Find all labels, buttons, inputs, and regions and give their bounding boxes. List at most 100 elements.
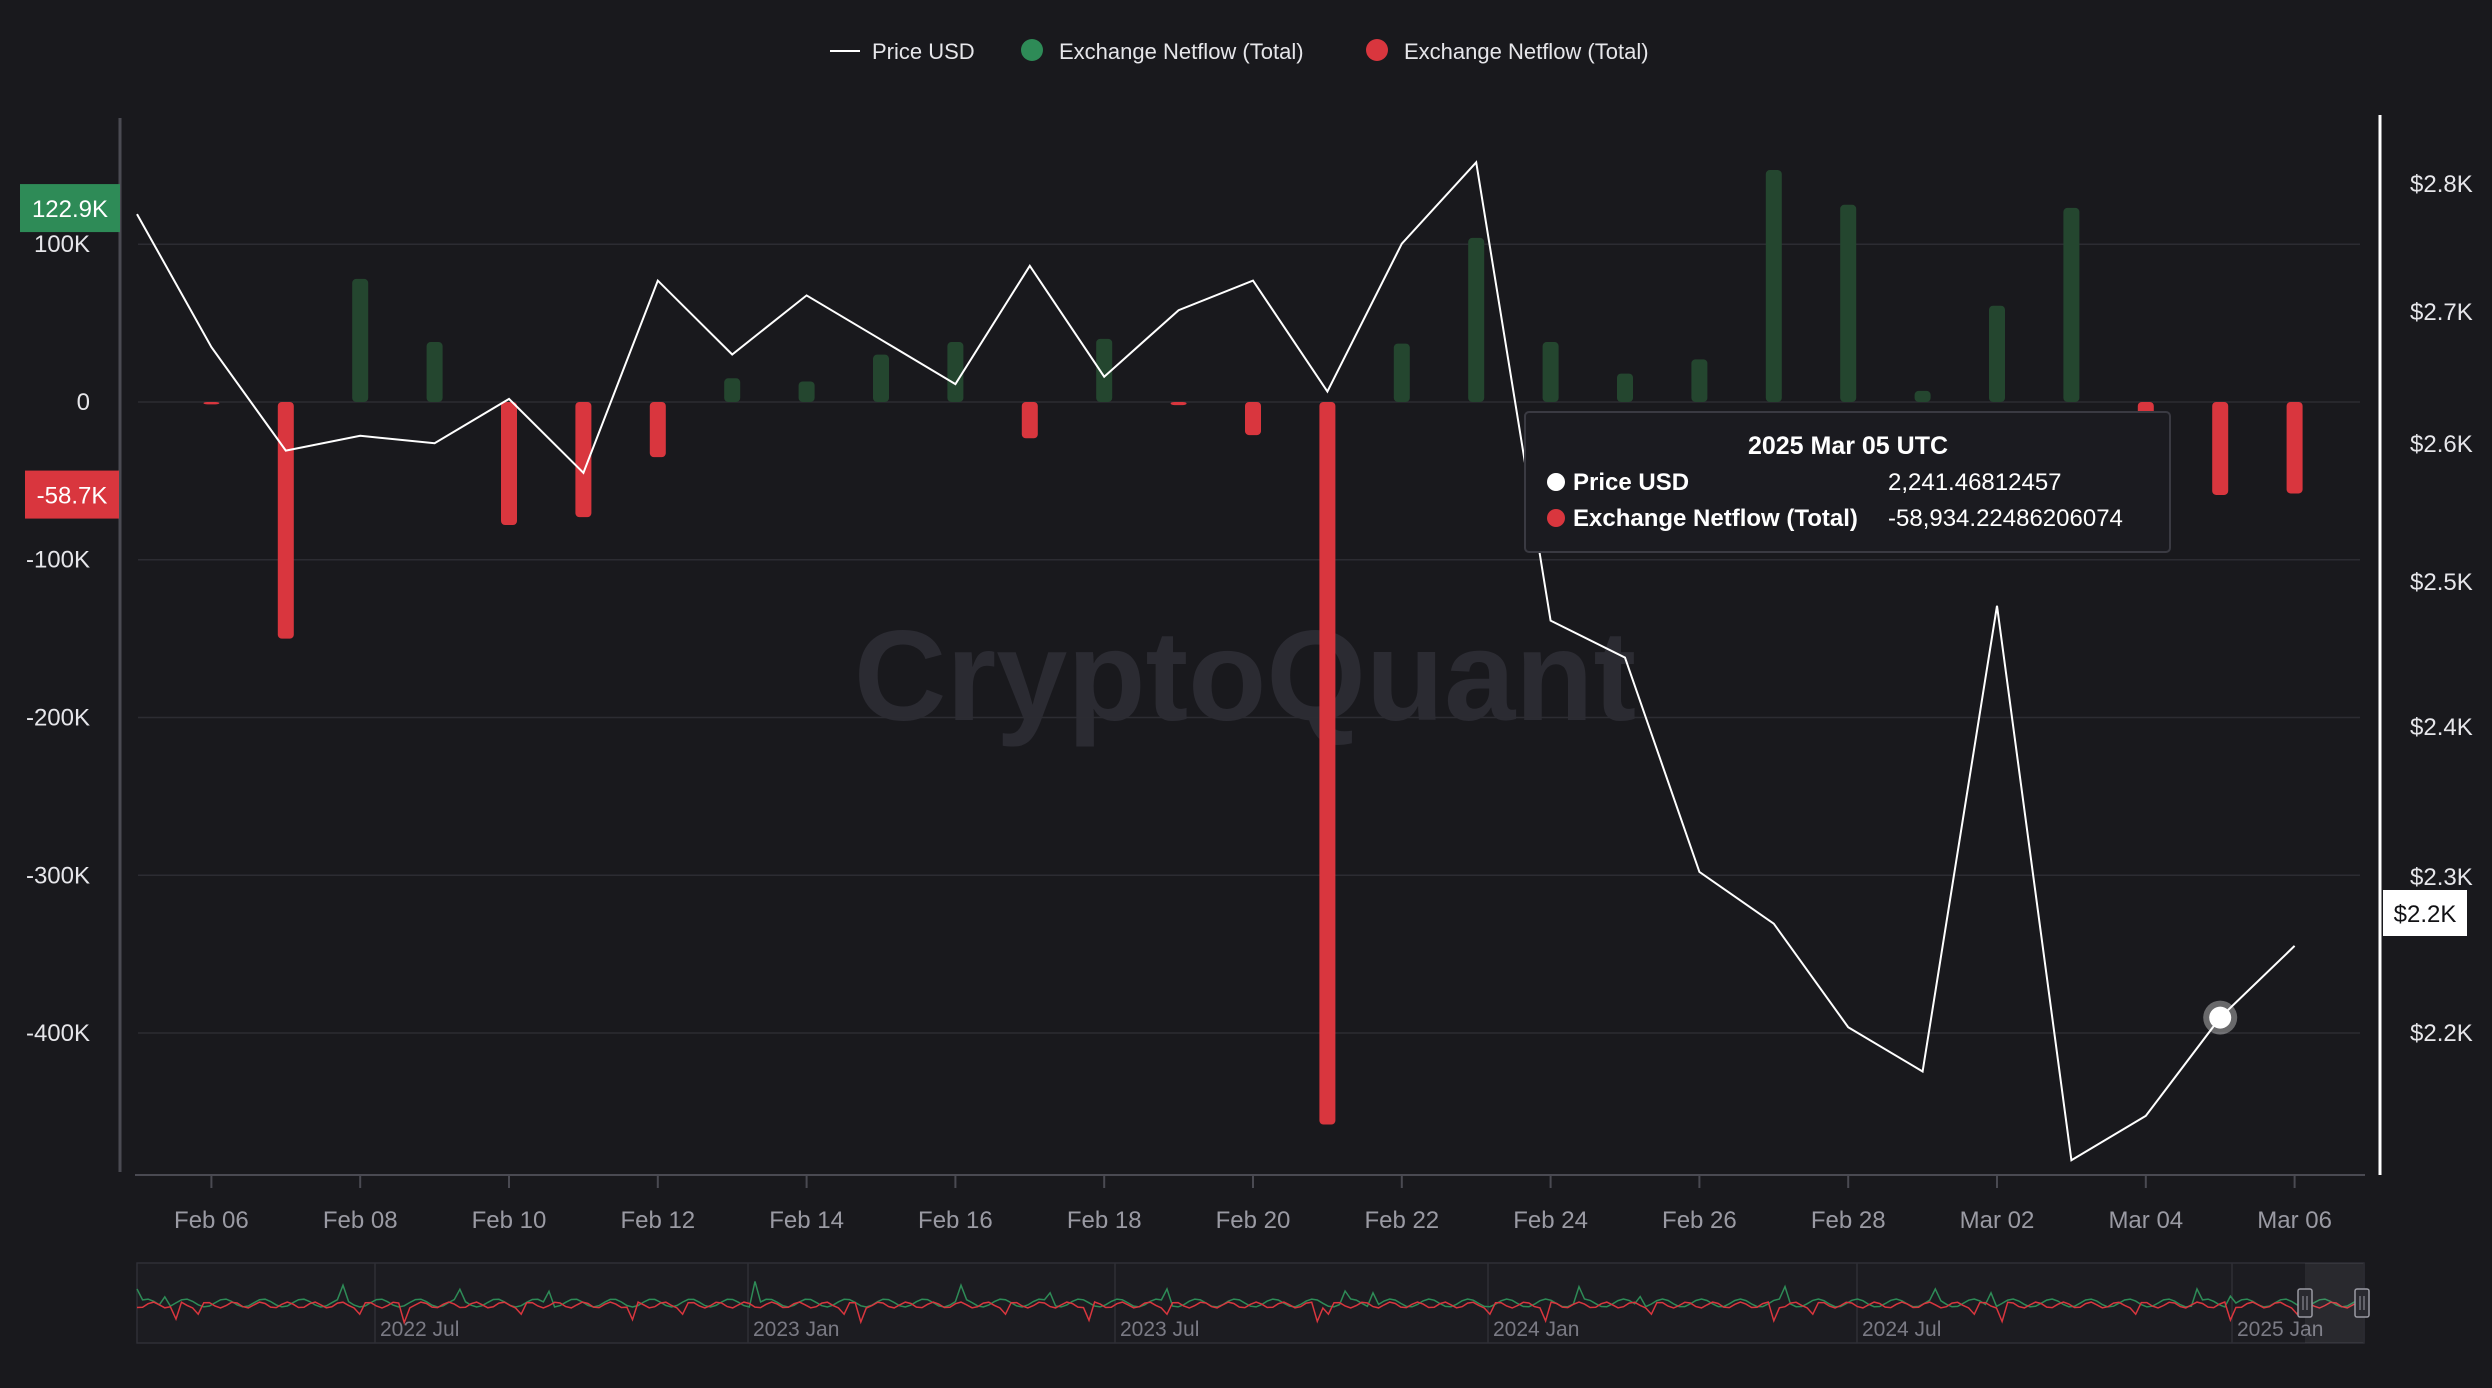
- x-tick-label: Feb 28: [1811, 1207, 1886, 1234]
- price-line: [136, 160, 2296, 1162]
- navigator-label: 2023 Jul: [1120, 1318, 1199, 1341]
- right-tick-label: $2.8K: [2410, 171, 2473, 198]
- right-tick-label: $2.4K: [2410, 714, 2473, 741]
- tooltip: 2025 Mar 05 UTC Price USD 2,241.46812457 Ex…: [1524, 411, 2238, 1035]
- x-tick-label: Feb 26: [1662, 1207, 1737, 1234]
- netflow-bar: [1840, 204, 1857, 402]
- netflow-bar: [1021, 401, 1038, 439]
- netflow-bar: [575, 401, 592, 518]
- netflow-bar: [277, 401, 294, 639]
- netflow-bar: [2286, 401, 2303, 494]
- right-y-axis: $2.8K $2.7K $2.6K $2.5K $2.4K $2.3K $2.2K $2.2K: [2383, 171, 2473, 1047]
- left-highlight-badge-1: -58.7K: [25, 470, 119, 519]
- x-tick-label: Feb 14: [769, 1207, 844, 1234]
- netflow-bar: [1691, 359, 1708, 402]
- netflow-bar: [1617, 373, 1633, 402]
- netflow-bar: [1542, 342, 1559, 402]
- tooltip-row-dot: [1547, 473, 1565, 491]
- netflow-bar: [724, 378, 741, 402]
- netflow-bar: [501, 401, 517, 526]
- x-tick-label: Feb 10: [472, 1207, 547, 1234]
- legend-item-1[interactable]: Exchange Netflow (Total): [1021, 39, 1304, 64]
- current-badge-label: $2.2K: [2394, 901, 2457, 928]
- netflow-bar: [426, 342, 443, 402]
- x-tick-label: Feb 12: [620, 1207, 695, 1234]
- right-tick-label: $2.5K: [2410, 569, 2473, 596]
- navigator-label: 2024 Jan: [1493, 1318, 1579, 1341]
- netflow-bars: [203, 170, 2303, 1125]
- badge-bg: [25, 470, 119, 519]
- netflow-bar: [2212, 401, 2229, 495]
- x-tick-label: Feb 18: [1067, 1207, 1142, 1234]
- x-tick-label: Mar 04: [2108, 1207, 2183, 1234]
- netflow-bar: [1468, 237, 1485, 402]
- tooltip-box: 2025 Mar 05 UTC Price USD 2,241.46812457 Ex…: [1524, 411, 2171, 553]
- navigator-left-handle[interactable]: [2297, 1288, 2313, 1318]
- x-tick-label: Mar 06: [2257, 1207, 2332, 1234]
- netflow-bar: [798, 381, 815, 402]
- navigator-label: 2022 Jul: [380, 1318, 459, 1341]
- tooltip-row-label: Exchange Netflow (Total): [1573, 505, 1858, 532]
- netflow-bar: [2063, 207, 2080, 402]
- netflow-bar: [352, 278, 369, 402]
- netflow-bar: [203, 401, 220, 405]
- navigator-red-series: [136, 1301, 2365, 1325]
- navigator-right-handle[interactable]: [2354, 1288, 2370, 1318]
- tooltip-row-value: 2,241.46812457: [1888, 469, 2062, 496]
- navigator-label: 2025 Jan: [2237, 1318, 2323, 1341]
- badge-label: 122.9K: [32, 196, 108, 223]
- legend[interactable]: Price USD Exchange Netflow (Total) Exchang…: [830, 39, 1649, 64]
- right-tick-label: $2.6K: [2410, 431, 2473, 458]
- legend-item-0[interactable]: Price USD: [830, 39, 975, 64]
- netflow-bar: [947, 342, 964, 402]
- left-tick-label: -400K: [26, 1020, 90, 1047]
- x-tick-label: Feb 20: [1216, 1207, 1291, 1234]
- x-tick-label: Feb 24: [1513, 1207, 1588, 1234]
- range-navigator[interactable]: 2022 Jul 2023 Jan 2023 Jul 2024 Jan 2024 Jul…: [136, 1262, 2370, 1344]
- tooltip-row-dot: [1547, 509, 1565, 527]
- left-highlight-badge-0: 122.9K: [20, 184, 120, 233]
- x-tick-label: Feb 08: [323, 1207, 398, 1234]
- netflow-bar: [1989, 305, 2005, 402]
- legend-label: Exchange Netflow (Total): [1404, 39, 1649, 64]
- watermark-text: CryptoQuant: [854, 605, 1636, 748]
- tooltip-row-label: Price USD: [1573, 469, 1689, 496]
- x-tick-label: Mar 02: [1960, 1207, 2035, 1234]
- right-tick-label: $2.7K: [2410, 299, 2473, 326]
- tooltip-row-value: -58,934.22486206074: [1888, 505, 2123, 532]
- left-tick-label: -200K: [26, 704, 90, 731]
- navigator-label: 2024 Jul: [1862, 1318, 1941, 1341]
- netflow-bar: [1245, 401, 1261, 436]
- right-tick-label: $2.3K: [2410, 864, 2473, 891]
- netflow-bar: [1170, 401, 1187, 406]
- left-tick-label: -100K: [26, 547, 90, 574]
- legend-label: Exchange Netflow (Total): [1059, 39, 1304, 64]
- axes: [118, 115, 2382, 1176]
- legend-dot-marker: [1366, 39, 1388, 61]
- netflow-bar: [1319, 401, 1336, 1125]
- netflow-bar: [1765, 170, 1782, 402]
- legend-item-2[interactable]: Exchange Netflow (Total): [1366, 39, 1649, 64]
- x-axis-ticks: Feb 06 Feb 08 Feb 10 Feb 12 Feb 14 Feb 16 Feb …: [174, 1175, 2332, 1234]
- legend-dot-marker: [1021, 39, 1043, 61]
- navigator-label: 2023 Jan: [753, 1318, 839, 1341]
- left-tick-label: 100K: [34, 231, 90, 258]
- badge-bg: [20, 184, 120, 233]
- netflow-bar: [873, 354, 889, 402]
- x-tick-label: Feb 22: [1364, 1207, 1439, 1234]
- watermark: CryptoQuant: [854, 605, 1636, 748]
- x-tick-label: Feb 16: [918, 1207, 993, 1234]
- price-line-path: [136, 160, 2296, 1162]
- current-badge-bg: [2383, 890, 2467, 936]
- hover-point: [2209, 1006, 2232, 1029]
- right-tick-label: $2.2K: [2410, 1020, 2473, 1047]
- netflow-bar: [1096, 338, 1113, 402]
- legend-label: Price USD: [872, 39, 975, 64]
- left-y-axis: 100K 0 -100K -200K -300K -400K 122.9K -58.7K: [20, 184, 120, 1047]
- left-tick-label: 0: [77, 389, 90, 416]
- left-tick-label: -300K: [26, 862, 90, 889]
- x-tick-label: Feb 06: [174, 1207, 249, 1234]
- netflow-bar: [649, 401, 666, 458]
- right-current-price-badge: $2.2K: [2383, 890, 2467, 936]
